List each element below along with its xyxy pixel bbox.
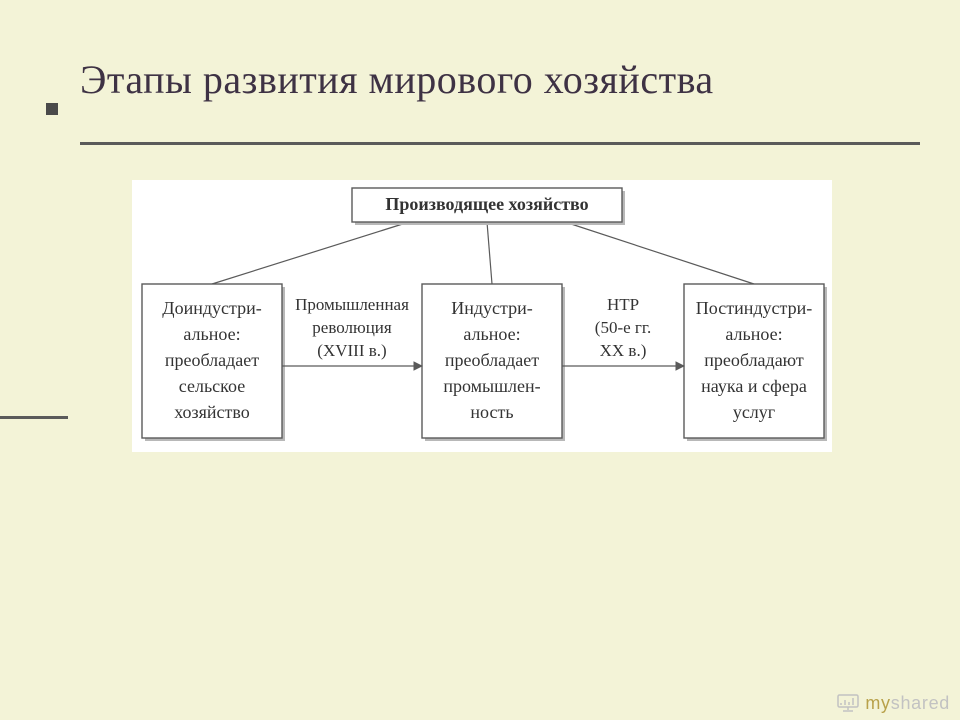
watermark-prefix: my (865, 693, 890, 713)
svg-text:Доиндустри-альное:преобладаетс: Доиндустри-альное:преобладаетсельскоехоз… (162, 298, 261, 422)
watermark-suffix: shared (891, 693, 950, 713)
svg-text:Производящее хозяйство: Производящее хозяйство (385, 194, 588, 214)
svg-text:Промышленнаяреволюция(XVIII в.: Промышленнаяреволюция(XVIII в.) (295, 295, 409, 360)
watermark: myshared (837, 693, 950, 714)
slide: Этапы развития мирового хозяйства Произв… (0, 0, 960, 720)
title-underline (80, 142, 920, 145)
title-bullet (46, 103, 58, 115)
svg-text:НТР(50-е гг.XX в.): НТР(50-е гг.XX в.) (595, 295, 651, 360)
presentation-icon (837, 694, 859, 712)
flowchart-diagram: Производящее хозяйство Доиндустри-альное:… (132, 180, 832, 452)
side-rule (0, 416, 68, 419)
slide-title: Этапы развития мирового хозяйства (80, 56, 900, 104)
